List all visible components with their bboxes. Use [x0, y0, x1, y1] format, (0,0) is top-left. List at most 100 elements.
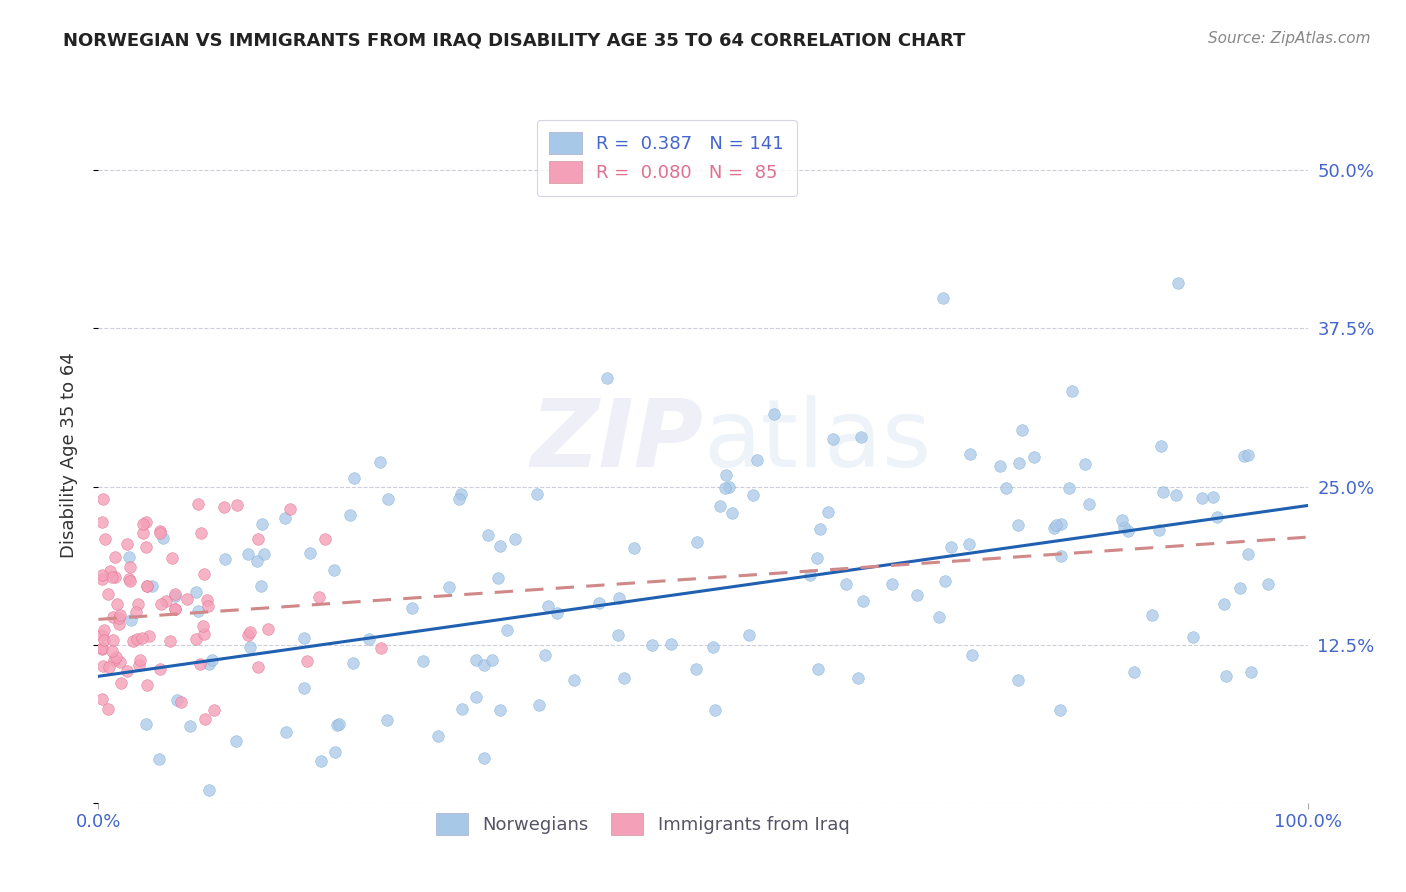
Point — [821, 432, 844, 446]
Point — [702, 640, 724, 654]
Point — [91, 491, 114, 506]
Point — [704, 703, 727, 717]
Point — [165, 589, 187, 603]
Point — [125, 632, 148, 646]
Point — [1045, 518, 1067, 533]
Point — [533, 648, 555, 663]
Point — [880, 576, 903, 591]
Point — [359, 632, 381, 646]
Point — [91, 516, 114, 530]
Point — [588, 596, 610, 610]
Point — [148, 752, 170, 766]
Point — [292, 681, 315, 696]
Point — [1167, 276, 1189, 290]
Point — [273, 511, 295, 525]
Point — [132, 526, 155, 541]
Point — [155, 594, 177, 608]
Point — [1240, 665, 1263, 679]
Point — [806, 662, 828, 676]
Point — [110, 675, 132, 690]
Point — [276, 725, 298, 739]
Point — [623, 541, 645, 555]
Point — [474, 751, 496, 765]
Point — [1007, 673, 1029, 687]
Point — [846, 672, 869, 686]
Point — [91, 568, 114, 582]
Point — [962, 648, 984, 662]
Point — [239, 625, 262, 640]
Point — [191, 619, 214, 633]
Point — [1142, 608, 1164, 623]
Point — [184, 632, 207, 646]
Point — [325, 745, 347, 759]
Point — [132, 516, 155, 531]
Point — [93, 632, 115, 647]
Point — [120, 613, 142, 627]
Point — [489, 703, 512, 717]
Point — [136, 578, 159, 592]
Point — [1008, 456, 1031, 470]
Point — [193, 626, 215, 640]
Point — [747, 453, 769, 467]
Point — [905, 588, 928, 602]
Point — [93, 533, 115, 547]
Point — [537, 599, 560, 613]
Point — [163, 587, 186, 601]
Point — [1152, 485, 1174, 500]
Point — [176, 591, 198, 606]
Y-axis label: Disability Age 35 to 64: Disability Age 35 to 64 — [59, 352, 77, 558]
Point — [1062, 384, 1084, 398]
Point — [1150, 439, 1173, 453]
Point — [1116, 524, 1139, 538]
Point — [714, 482, 737, 496]
Point — [370, 641, 392, 656]
Point — [202, 703, 225, 717]
Point — [322, 563, 344, 577]
Point — [250, 579, 273, 593]
Point — [1022, 450, 1045, 464]
Point — [450, 487, 472, 501]
Point — [101, 644, 124, 658]
Point — [939, 540, 962, 554]
Point — [808, 522, 831, 536]
Point — [659, 637, 682, 651]
Point — [193, 566, 215, 581]
Point — [932, 291, 955, 305]
Point — [562, 673, 585, 688]
Point — [328, 716, 350, 731]
Point — [607, 591, 630, 605]
Point — [1073, 457, 1095, 471]
Point — [120, 559, 142, 574]
Point — [128, 653, 150, 667]
Point — [93, 658, 115, 673]
Point — [101, 633, 124, 648]
Point — [91, 572, 114, 586]
Text: atlas: atlas — [703, 395, 931, 487]
Point — [737, 628, 759, 642]
Point — [741, 488, 763, 502]
Point — [641, 638, 664, 652]
Point — [988, 459, 1011, 474]
Point — [152, 531, 174, 545]
Text: ZIP: ZIP — [530, 395, 703, 487]
Point — [1147, 524, 1170, 538]
Point — [464, 690, 486, 704]
Point — [190, 526, 212, 541]
Point — [486, 571, 509, 585]
Point — [212, 500, 235, 514]
Point — [546, 606, 568, 620]
Point — [326, 718, 349, 732]
Point — [198, 783, 221, 797]
Point — [101, 610, 124, 624]
Point — [1237, 547, 1260, 561]
Point — [214, 551, 236, 566]
Point — [195, 592, 218, 607]
Point — [97, 586, 120, 600]
Point — [1181, 630, 1204, 644]
Point — [1049, 703, 1071, 717]
Point — [994, 482, 1017, 496]
Point — [101, 570, 124, 584]
Point — [162, 550, 184, 565]
Point — [343, 471, 366, 485]
Point — [104, 570, 127, 584]
